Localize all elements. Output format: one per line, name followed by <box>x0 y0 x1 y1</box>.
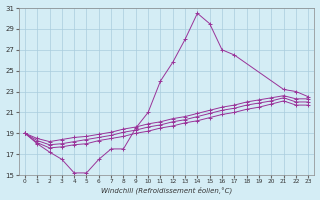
X-axis label: Windchill (Refroidissement éolien,°C): Windchill (Refroidissement éolien,°C) <box>101 187 232 194</box>
